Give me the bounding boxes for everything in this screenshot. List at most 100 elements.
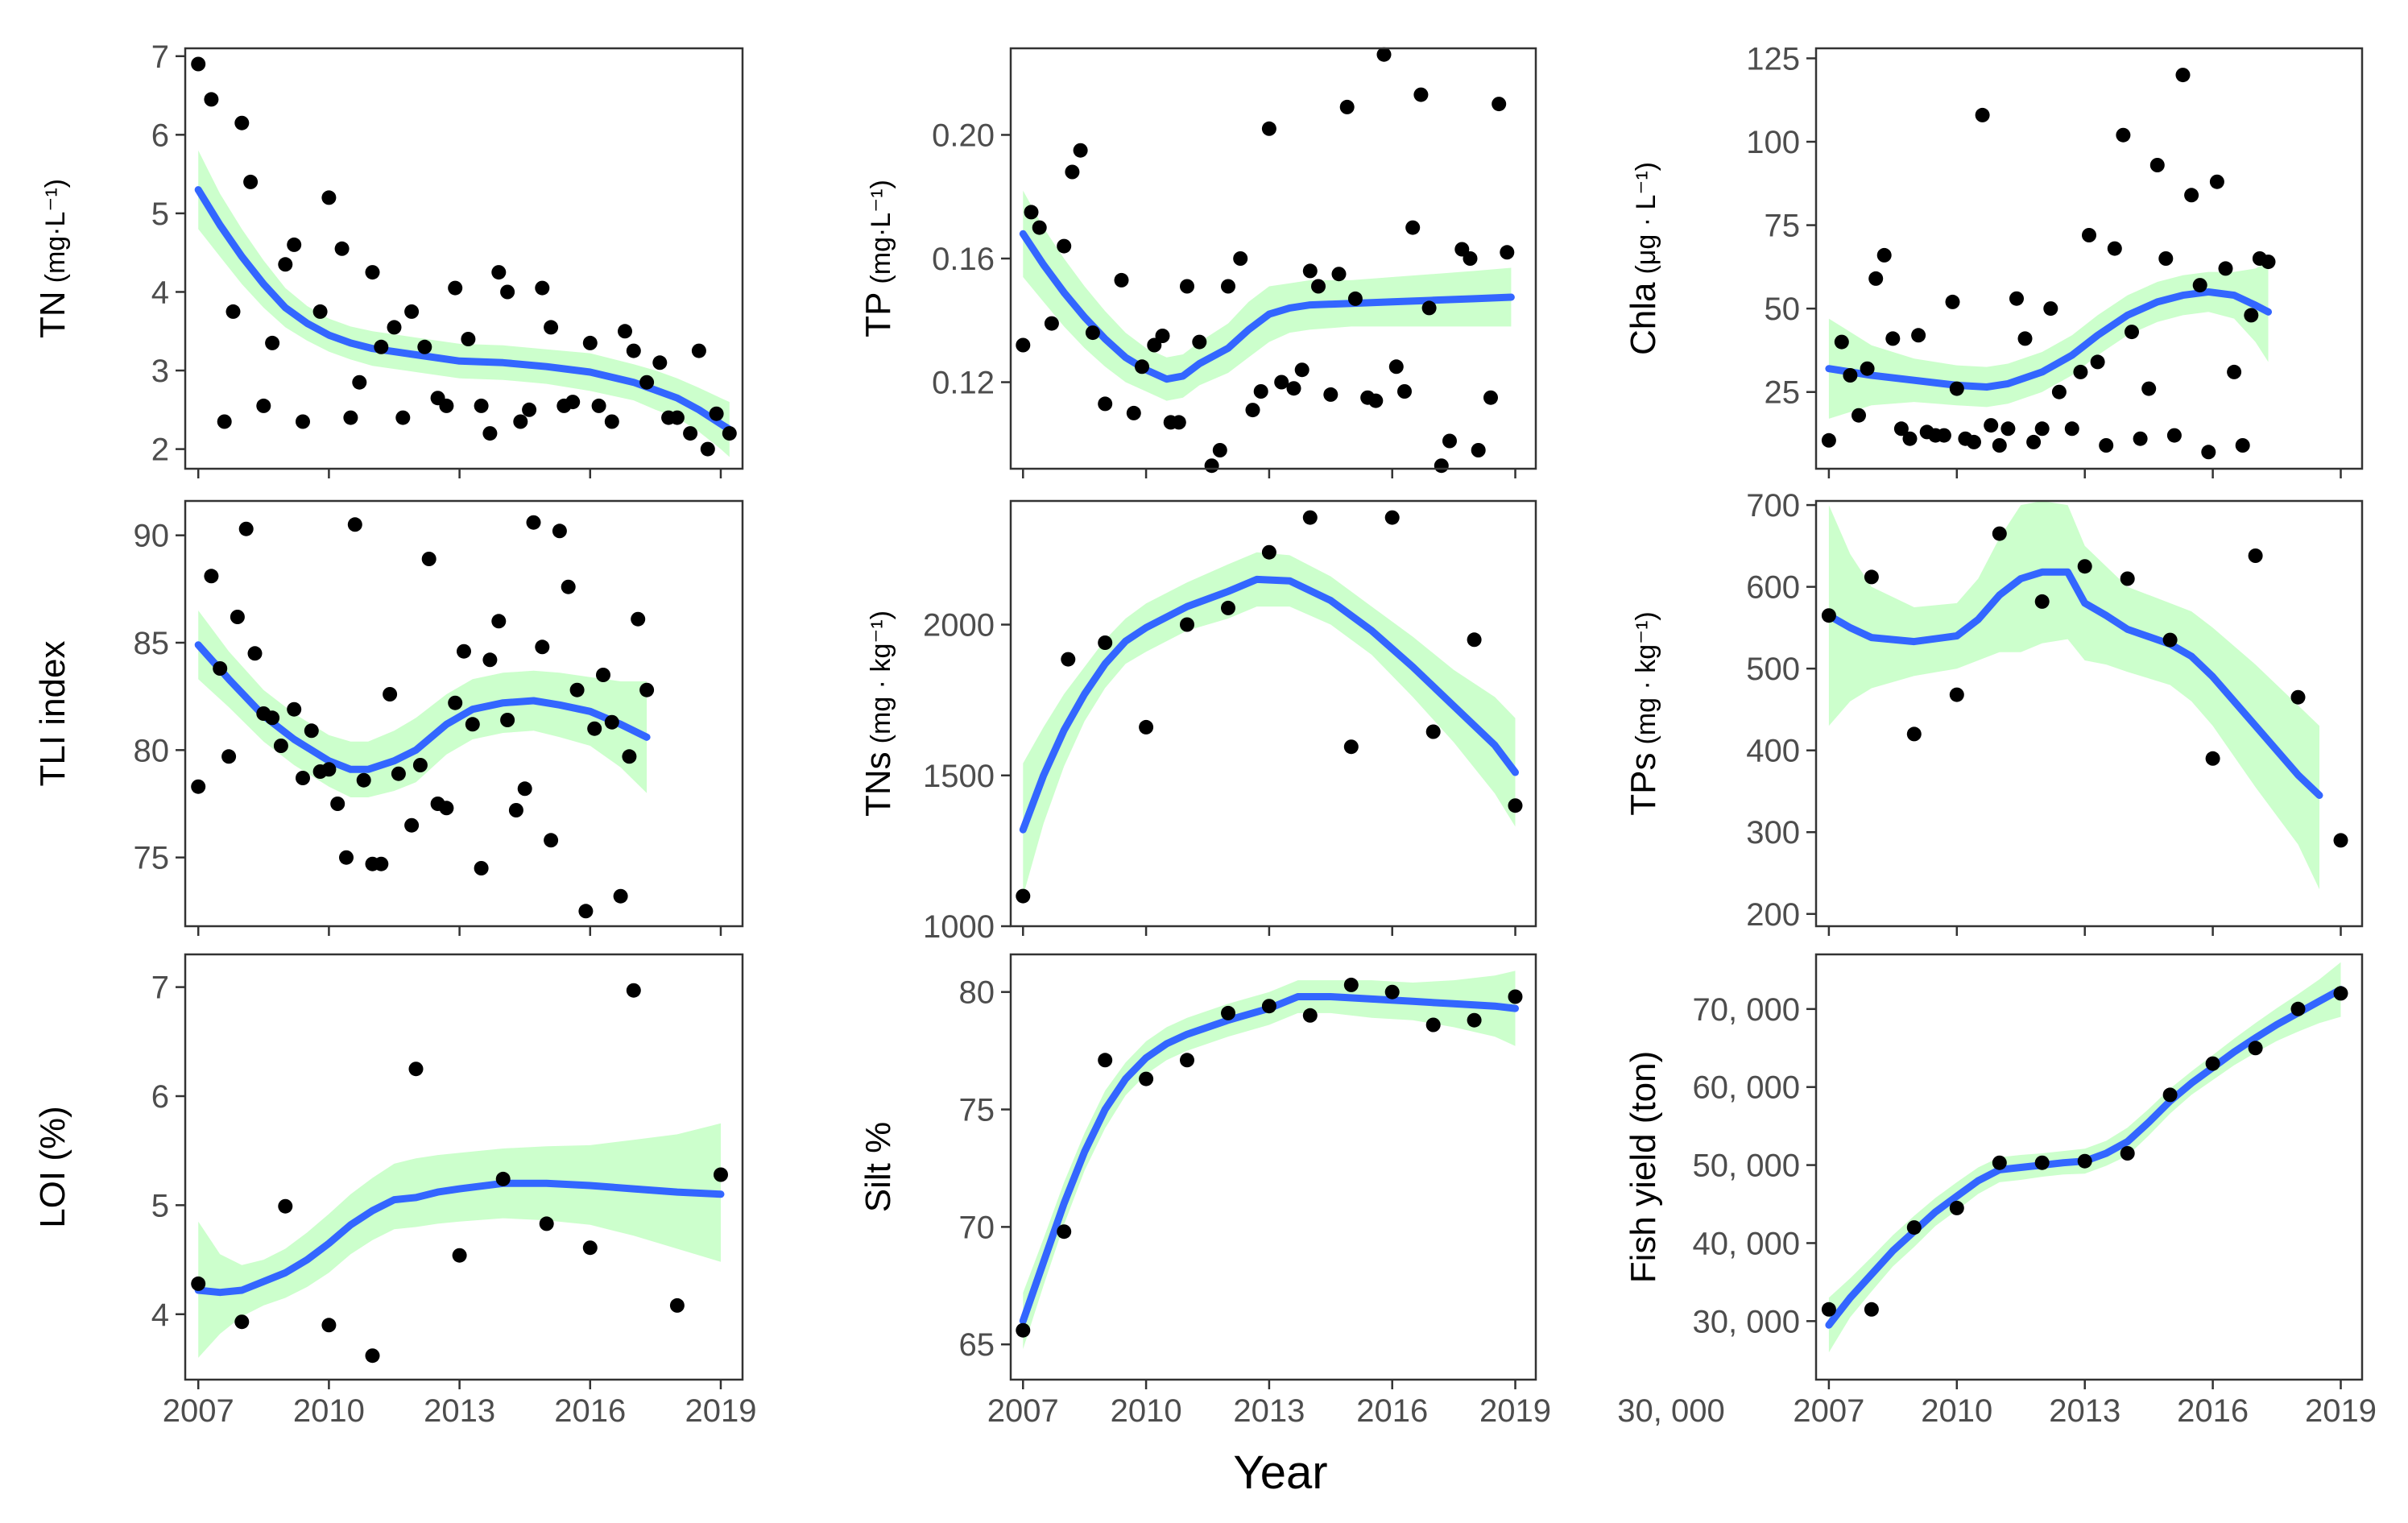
data-point-chla-19 [1984, 418, 1999, 433]
data-point-chla-25 [2034, 421, 2050, 437]
data-point-fish-1 [1864, 1302, 1879, 1317]
data-point-tn-15 [352, 375, 367, 390]
panel-border-tn [184, 47, 744, 470]
ci-band-silt [1023, 970, 1516, 1350]
data-point-tn-40 [626, 343, 641, 358]
y-axis-title-unit-tp: (mg·L⁻¹) [866, 180, 896, 283]
data-point-tp-24 [1261, 121, 1276, 136]
data-point-chla-35 [2125, 325, 2139, 340]
data-point-tp-31 [1331, 267, 1347, 282]
data-point-tp-3 [1044, 316, 1059, 331]
data-point-tp-29 [1311, 279, 1326, 294]
data-point-tp-15 [1171, 415, 1186, 430]
data-point-loi-7 [495, 1171, 511, 1186]
stray-tick-label: 30, 000 [1617, 1393, 1724, 1429]
panel-grid: 2 3 4 5 6 7 TN (mg·L⁻¹) 0.12 0.16 0.20 TP (mg·L⁻¹) 25… [33, 39, 2377, 1429]
fit-line-tn [194, 186, 734, 433]
data-point-chla-15 [1949, 381, 1964, 396]
data-point-loi-10 [626, 983, 641, 998]
data-point-chla-30 [2082, 228, 2096, 242]
y-tick-label-chla-2: 75 [1765, 209, 1801, 244]
data-point-chla-4 [1860, 361, 1875, 376]
data-point-loi-1 [234, 1314, 250, 1330]
data-point-tn-44 [669, 410, 685, 425]
data-point-tn-12 [321, 190, 337, 205]
data-point-loi-8 [539, 1216, 554, 1231]
data-point-tp-48 [1492, 97, 1507, 112]
data-point-tli-45 [596, 668, 610, 682]
y-axis-title-main-fish: Fish yield (ton) [1624, 1051, 1663, 1284]
data-point-tli-34 [500, 713, 515, 727]
data-point-chla-28 [2064, 421, 2079, 437]
data-point-chla-46 [2218, 261, 2233, 276]
data-point-tn-36 [582, 335, 598, 350]
data-point-tli-12 [304, 723, 319, 739]
data-point-tli-38 [535, 639, 550, 655]
data-point-tps-0 [1821, 608, 1836, 623]
data-point-tn-49 [722, 426, 737, 441]
y-axis-title-main-tns: TNs [859, 751, 898, 817]
x-tick-label-fish-1: 2010 [1921, 1393, 1992, 1429]
data-point-tns-12 [1508, 798, 1523, 813]
data-point-tp-43 [1442, 433, 1457, 449]
data-point-tn-33 [544, 320, 559, 335]
data-point-tli-46 [604, 714, 619, 730]
data-point-chla-45 [2209, 174, 2224, 189]
data-point-tns-11 [1467, 632, 1482, 648]
data-point-tli-32 [482, 652, 498, 668]
y-axis-title-main-loi: LOI (%) [33, 1106, 72, 1228]
data-point-tps-11 [2290, 689, 2306, 705]
y-axis-title-main-tn: TN [33, 291, 72, 338]
data-point-silt-2 [1098, 1053, 1113, 1068]
data-point-tn-24 [448, 280, 463, 296]
x-tick-label-loi-0: 2007 [163, 1393, 234, 1429]
data-point-chla-9 [1902, 431, 1918, 446]
data-point-tli-31 [474, 861, 489, 875]
y-tick-label-tn-2: 4 [151, 275, 169, 310]
y-tick-label-loi-1: 5 [151, 1188, 169, 1223]
fit-line-tns [1019, 575, 1519, 834]
panel-loi: 4 5 6 7 2007 2010 2013 2016 2019 LOI (%) [33, 953, 756, 1429]
y-tick-label-fish-3: 60, 000 [1693, 1070, 1800, 1106]
data-point-tp-38 [1397, 384, 1412, 399]
data-point-fish-11 [2290, 1001, 2306, 1016]
y-axis-title-unit-tn: (mg·L⁻¹) [40, 179, 71, 283]
y-tick-label-fish-2: 50, 000 [1693, 1148, 1800, 1184]
data-point-tp-5 [1065, 164, 1080, 180]
data-point-chla-39 [2158, 251, 2174, 266]
y-tick-label-tn-5: 7 [151, 39, 169, 75]
data-point-tn-29 [500, 284, 515, 300]
data-point-tli-30 [465, 717, 480, 732]
data-point-tp-17 [1192, 334, 1207, 350]
y-tick-label-tn-1: 3 [151, 354, 169, 389]
y-tick-label-chla-1: 50 [1765, 292, 1801, 327]
data-point-tli-16 [339, 850, 354, 865]
data-point-chla-21 [2000, 421, 2016, 437]
data-point-tli-1 [204, 569, 219, 584]
data-point-chla-10 [1911, 328, 1926, 343]
data-point-tns-6 [1261, 544, 1276, 560]
data-point-tn-42 [652, 355, 668, 370]
data-point-chla-49 [2244, 308, 2259, 323]
data-point-tli-25 [421, 552, 437, 566]
panel-tns: 1000 1500 2000 TNs (mg · kg⁻¹) [859, 499, 1537, 945]
x-tick-label-loi-1: 2010 [293, 1393, 365, 1429]
data-point-tp-20 [1221, 279, 1235, 294]
data-point-tn-2 [217, 414, 232, 429]
data-point-chla-43 [2192, 278, 2207, 293]
data-point-tli-48 [622, 749, 637, 764]
data-point-tp-10 [1126, 405, 1141, 420]
data-point-tli-15 [330, 797, 345, 811]
data-point-tp-47 [1483, 390, 1498, 405]
y-tick-label-tps-2: 400 [1746, 734, 1800, 769]
y-axis-title-tps: TPs (mg · kg⁻¹) [1624, 611, 1663, 816]
data-point-chla-48 [2235, 438, 2250, 453]
data-point-silt-4 [1180, 1053, 1194, 1068]
data-point-fish-2 [1906, 1220, 1922, 1235]
data-point-tp-44 [1454, 242, 1470, 257]
y-axis-title-tn: TN (mg·L⁻¹) [33, 179, 72, 338]
panel-border-tns [1009, 499, 1537, 928]
y-tick-label-tli-0: 75 [134, 841, 170, 876]
data-point-tli-18 [356, 772, 371, 788]
data-point-tp-1 [1024, 205, 1039, 220]
